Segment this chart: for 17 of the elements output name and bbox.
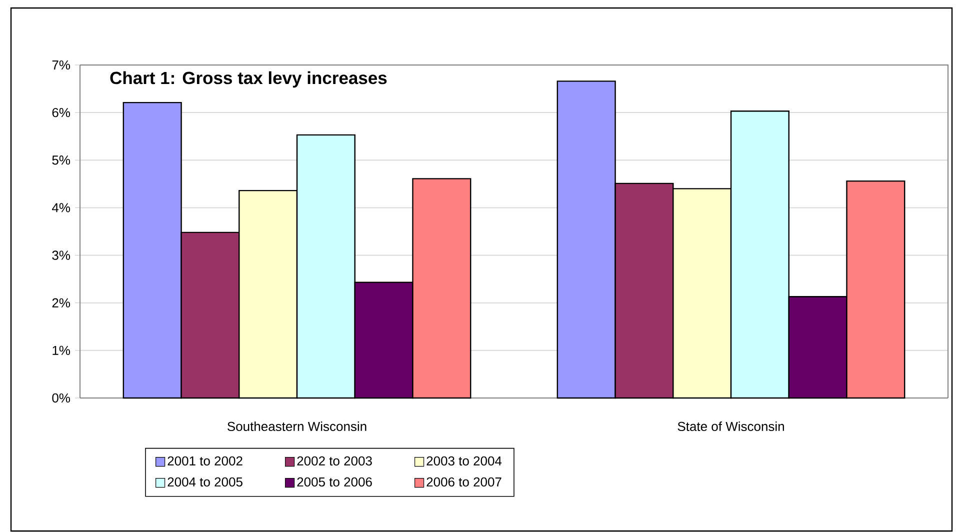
legend-label: 2001 to 2002 [168,456,242,466]
y-tick-label: 0% [52,393,70,403]
y-tick-label: 7% [52,60,70,70]
y-tick-label: 2% [52,298,70,308]
x-tick-label: State of Wisconsin [678,422,784,432]
legend-label: 2004 to 2005 [168,477,242,487]
legend-label: 2003 to 2004 [426,456,502,466]
chart-title: Chart 1: Gross tax levy increases [110,71,387,88]
legend-label: 2002 to 2003 [297,456,372,466]
y-tick-label: 6% [52,108,70,118]
x-tick-label: Southeastern Wisconsin [228,422,366,432]
legend-label: 2006 to 2007 [426,477,502,487]
legend-label: 2005 to 2006 [297,477,372,487]
y-tick-label: 1% [52,346,70,355]
y-tick-label: 5% [52,156,70,165]
y-tick-label: 4% [52,203,70,212]
y-tick-label: 3% [52,250,70,260]
